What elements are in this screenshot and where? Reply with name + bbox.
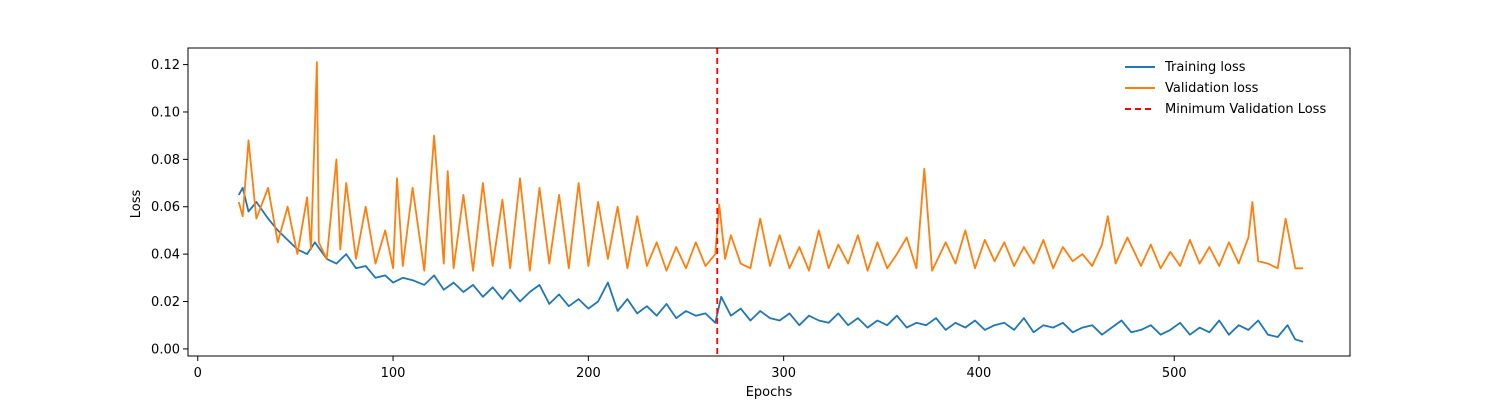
y-tick-label: 0.00 xyxy=(151,342,180,357)
plot-area xyxy=(187,47,1351,357)
y-tick-label: 0.12 xyxy=(151,58,180,73)
legend-label-training-loss: Training loss xyxy=(1164,60,1246,75)
legend: Training loss Validation loss Minimum Va… xyxy=(1125,60,1326,117)
x-tick-label: 100 xyxy=(381,366,406,381)
x-tick-label: 200 xyxy=(576,366,601,381)
x-tick-label: 0 xyxy=(194,366,202,381)
y-axis-label: Loss xyxy=(129,190,144,219)
plot-frame xyxy=(187,47,1351,357)
series-line-training-loss xyxy=(238,186,1304,343)
y-tick-label: 0.10 xyxy=(151,105,180,120)
y-tick-label: 0.06 xyxy=(151,200,180,215)
y-tick-label: 0.02 xyxy=(151,295,180,310)
series-line-validation-loss xyxy=(237,61,1304,272)
series-layer xyxy=(237,61,1304,343)
x-tick-label: 300 xyxy=(771,366,796,381)
legend-label-validation-loss: Validation loss xyxy=(1165,81,1259,96)
y-axis: 0.00 0.02 0.04 0.06 0.08 0.10 0.12 xyxy=(151,58,188,357)
y-tick-label: 0.08 xyxy=(151,153,180,168)
x-axis-label: Epochs xyxy=(746,385,793,400)
legend-label-minimum-validation-loss: Minimum Validation Loss xyxy=(1165,102,1326,117)
x-tick-label: 400 xyxy=(967,366,992,381)
x-axis: 0 100 200 300 400 500 xyxy=(194,356,1187,381)
y-tick-label: 0.04 xyxy=(151,248,180,263)
x-tick-label: 500 xyxy=(1162,366,1187,381)
